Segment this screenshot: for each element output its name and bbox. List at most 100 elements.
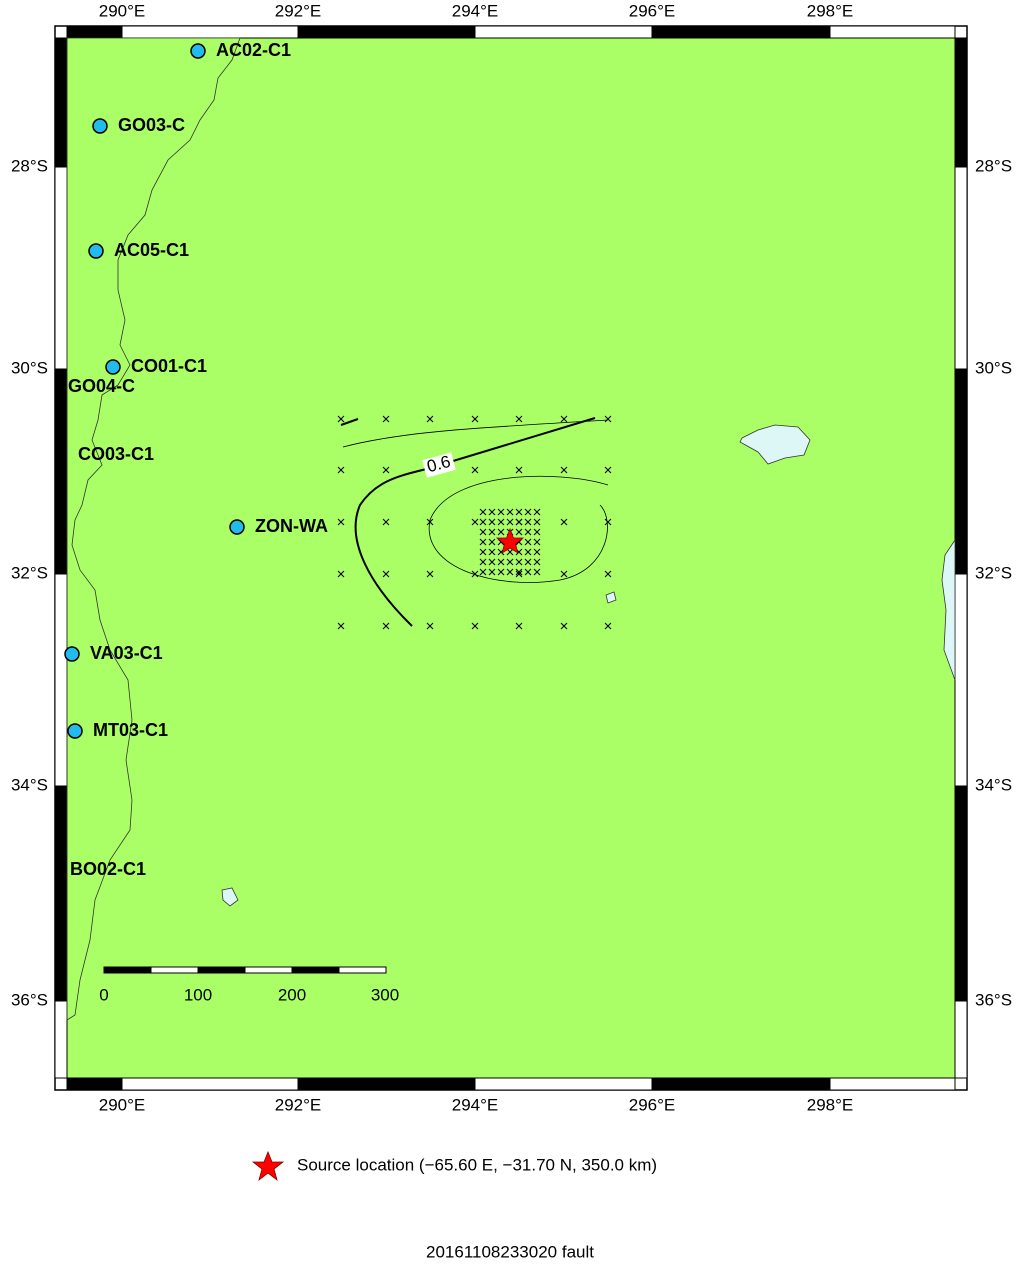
ticks: 290°E 290°E 292°E 292°E 294°E 294°E 296°E 296°E… [11,1,1012,1114]
grid-point [479,528,487,536]
grid-point [426,570,434,578]
scale-label: 200 [278,985,306,1004]
grid-point [497,568,505,576]
station-label: MT03-C1 [93,720,168,740]
grid-point [382,570,390,578]
grid-point [506,518,514,526]
lon-tick-label: 298°E [807,1095,854,1114]
grid-point [426,622,434,630]
grid-point [515,622,523,630]
grid-point [533,538,541,546]
scale-segment [338,966,387,974]
sea [941,538,956,681]
frame-bar [297,1077,476,1091]
frame-bar [54,573,68,787]
legend-star [251,1150,285,1182]
lat-tick-label: 32°S [11,563,48,582]
grid-point [382,518,390,526]
grid-point [560,570,568,578]
frame-bar [651,25,831,39]
frame-bar [954,37,968,168]
grid-points [337,415,612,630]
grid-point [337,622,345,630]
lon-tick-label: 294°E [452,1,499,20]
grid-point [479,568,487,576]
frame-bar [829,25,956,39]
grid-point [604,518,612,526]
lon-tick-label: 290°E [99,1,146,20]
grid-point [524,568,532,576]
station-label: BO02-C1 [70,859,146,879]
grid-point [471,466,479,474]
frame-bar [66,1077,123,1091]
contour [342,419,609,448]
station-marker [190,43,206,59]
frame-bars [54,25,968,1091]
station-marker [105,359,121,375]
scale-label: 300 [371,985,399,1004]
frame-bar [54,1000,68,1079]
station-label: VA03-C1 [90,643,163,663]
lake [739,424,811,465]
lon-tick-label: 294°E [452,1095,499,1114]
grid-point [533,518,541,526]
grid-point [604,570,612,578]
grid-point [515,415,523,423]
grid-point [488,558,496,566]
grid-point [337,570,345,578]
grid-point [382,415,390,423]
grid-point [506,508,514,516]
lon-tick-label: 296°E [629,1,676,20]
frame-bar [651,1077,831,1091]
grid-point [479,538,487,546]
grid-point [506,568,514,576]
grid-point [471,622,479,630]
lat-tick-label: 28°S [11,156,48,175]
frame-bar [54,368,68,575]
frame-bar [54,785,68,1002]
grid-point [488,568,496,576]
lat-tick-label: 36°S [975,990,1012,1009]
grid-point [488,538,496,546]
grid-point [497,528,505,536]
frame-bar [954,573,968,787]
grid-point [524,508,532,516]
grid-point [560,518,568,526]
grid-point [497,508,505,516]
grid-point [533,568,541,576]
station-label: CO03-C1 [78,444,154,464]
grid-point [479,508,487,516]
lat-tick-label: 34°S [11,775,48,794]
frame-bar [954,166,968,370]
grid-point [337,415,345,423]
scale-label: 0 [99,985,108,1004]
grid-point [337,466,345,474]
contour-label-bg [422,452,456,478]
frame-bar [121,25,299,39]
grid-point [560,415,568,423]
grid-point [497,518,505,526]
grid-point [471,518,479,526]
lat-tick-label: 34°S [975,775,1012,794]
frame-bar [54,37,68,168]
grid-point [471,570,479,578]
lake [221,887,239,907]
grid-point [488,518,496,526]
grid-point [560,622,568,630]
scale-label: 100 [184,985,212,1004]
lat-tick-label: 32°S [975,563,1012,582]
contour [340,418,359,426]
legend-text: Source location (−65.60 E, −31.70 N, 350… [297,1155,657,1174]
land [67,38,955,1078]
scale-segment [291,966,340,974]
station-marker [88,243,104,259]
grid-point [479,558,487,566]
station-label: GO04-C [68,376,135,396]
scale-segment [197,966,246,974]
contour [354,417,596,627]
frame-bar [954,1000,968,1079]
lon-tick-label: 290°E [99,1095,146,1114]
grid-point [337,518,345,526]
contour [428,475,609,583]
